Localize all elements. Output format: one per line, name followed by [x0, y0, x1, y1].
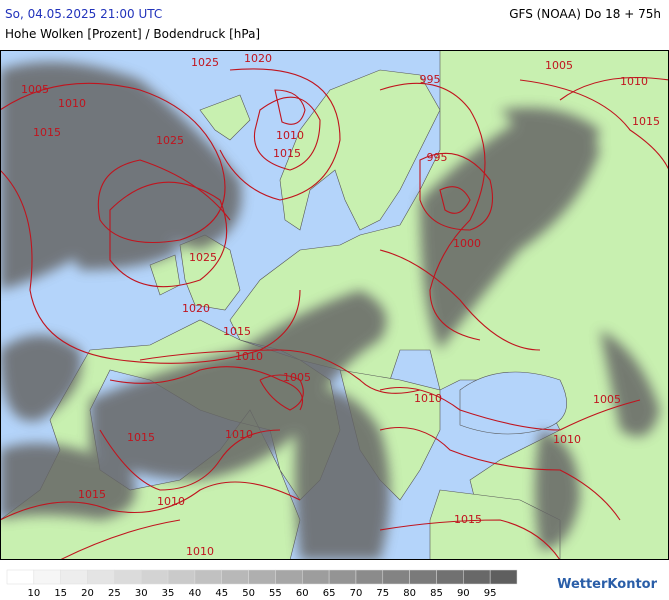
legend-tick-label: 65: [323, 588, 336, 599]
legend-tick-label: 75: [376, 588, 389, 599]
isobar-label: 1010: [276, 129, 304, 142]
isobar-label: 1020: [244, 52, 272, 65]
isobar-label: 1015: [223, 325, 251, 338]
legend-swatch: [87, 569, 115, 585]
legend-tick-label: 90: [457, 588, 470, 599]
legend-tick-label: 35: [162, 588, 175, 599]
isobar-label: 1015: [78, 488, 106, 501]
legend-tick-label: 50: [242, 588, 255, 599]
legend-tick-label: 25: [108, 588, 121, 599]
legend-swatch: [6, 569, 35, 585]
logo: WetterKontor: [557, 577, 657, 592]
isobar-label: 1005: [593, 393, 621, 406]
isobar-label: 1025: [156, 134, 184, 147]
legend-tick-label: 70: [350, 588, 363, 599]
model-run: GFS (NOAA) Do 18 + 75h: [509, 7, 661, 21]
isobars: [1, 68, 668, 559]
legend-tick-label: 30: [135, 588, 148, 599]
isobar-label: 1015: [273, 147, 301, 160]
isobar-label: 1010: [620, 75, 648, 88]
legend-swatch: [60, 569, 88, 585]
legend-swatch: [436, 569, 464, 585]
isobar-label: 1025: [191, 56, 219, 69]
legend-swatch: [328, 569, 357, 585]
isobar-label: 1015: [632, 115, 660, 128]
legend-swatch: [140, 569, 169, 585]
isobar-label: 1020: [182, 302, 210, 315]
legend-swatch: [382, 569, 410, 585]
legend-tick-label: 55: [269, 588, 282, 599]
isobar-label: 1005: [21, 83, 49, 96]
legend-swatch: [302, 569, 330, 585]
isobar-label: 1005: [283, 371, 311, 384]
legend-tick-label: 20: [81, 588, 94, 599]
legend: 10 15 20 25 30 35 40 45 50 55 60 65 70 75 80 85 90 95: [6, 569, 518, 599]
legend-swatch: [463, 569, 491, 585]
legend-tick-label: 40: [189, 588, 202, 599]
legend-tick-label: 85: [430, 588, 443, 599]
legend-swatch: [114, 569, 142, 585]
legend-tick-label: 80: [403, 588, 416, 599]
isobar-label: 1025: [189, 251, 217, 264]
datetime: So, 04.05.2025 21:00 UTC: [5, 7, 163, 21]
isobar-label: 1015: [127, 431, 155, 444]
legend-swatch: [489, 569, 518, 585]
legend-swatch: [221, 569, 249, 585]
isobar-label: 1005: [545, 59, 573, 72]
isobar-label: 1010: [157, 495, 185, 508]
map: 1025 1020 1005 1010 1015 1025 1010 1015 1025 1020…: [0, 50, 669, 560]
isobar-label: 1010: [225, 428, 253, 441]
legend-swatch: [194, 569, 222, 585]
legend-swatch: [355, 569, 384, 585]
high-clouds: [1, 62, 660, 559]
legend-swatch: [409, 569, 437, 585]
legend-swatch: [248, 569, 276, 585]
isobar-label: 1015: [454, 513, 482, 526]
isobar-label: 1010: [58, 97, 86, 110]
legend-tick-label: 15: [54, 588, 67, 599]
legend-swatch: [167, 569, 196, 585]
isobar-label: 1010: [235, 350, 263, 363]
legend-tick-label: 45: [215, 588, 228, 599]
isobar-label: 1015: [33, 126, 61, 139]
isobar-label: 995: [427, 151, 448, 164]
isobar-label: 995: [420, 73, 441, 86]
isobar-label: 1010: [414, 392, 442, 405]
legend-tick-label: 95: [484, 588, 497, 599]
legend-swatch: [275, 569, 303, 585]
legend-tick-label: 10: [27, 588, 40, 599]
isobar-label: 1000: [453, 237, 481, 250]
legend-tick-label: 60: [296, 588, 309, 599]
isobar-label: 1010: [186, 545, 214, 558]
legend-swatch: [33, 569, 61, 585]
isobar-label: 1010: [553, 433, 581, 446]
subtitle: Hohe Wolken [Prozent] / Bodendruck [hPa]: [5, 27, 261, 41]
